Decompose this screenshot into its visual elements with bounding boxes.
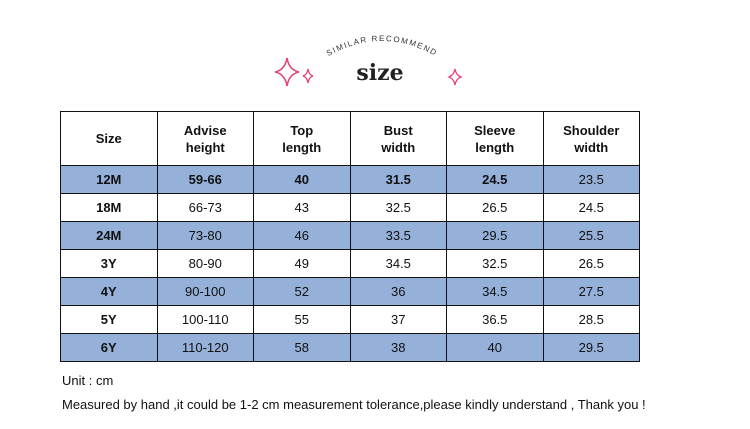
measure-cell: 24.5 <box>542 193 640 222</box>
measure-cell: 66-73 <box>156 193 254 222</box>
table-row: 12M 59-66 40 31.5 24.5 23.5 <box>60 165 640 194</box>
table-row: 3Y 80-90 49 34.5 32.5 26.5 <box>60 249 640 278</box>
column-header: Shoulder width <box>542 111 640 166</box>
measure-cell: 34.5 <box>349 249 447 278</box>
column-header-text: Bust width <box>381 122 416 155</box>
size-cell: 24M <box>60 221 158 250</box>
measure-cell: 26.5 <box>542 249 640 278</box>
table-head: Size Advise height Top length Bust width Sle… <box>60 111 640 166</box>
measure-cell: 37 <box>349 305 447 334</box>
measure-cell: 73-80 <box>156 221 254 250</box>
measure-cell: 28.5 <box>542 305 640 334</box>
measure-cell: 34.5 <box>446 277 544 306</box>
measure-cell: 36.5 <box>446 305 544 334</box>
measure-cell: 59-66 <box>156 165 254 194</box>
header-title: size <box>356 60 403 86</box>
size-cell: 4Y <box>60 277 158 306</box>
table-row: 24M 73-80 46 33.5 29.5 25.5 <box>60 221 640 250</box>
column-header-text: Top length <box>282 122 322 155</box>
measure-cell: 40 <box>253 165 351 194</box>
measure-cell: 36 <box>349 277 447 306</box>
measure-cell: 52 <box>253 277 351 306</box>
column-header: Advise height <box>156 111 254 166</box>
column-header: Size <box>60 111 158 166</box>
measure-cell: 29.5 <box>446 221 544 250</box>
header-subtitle-text: SIMILAR RECOMMEND <box>325 34 438 58</box>
measure-cell: 23.5 <box>542 165 640 194</box>
unit-note: Unit : cm <box>62 373 114 388</box>
measure-cell: 110-120 <box>156 333 254 362</box>
measure-cell: 25.5 <box>542 221 640 250</box>
measure-cell: 40 <box>446 333 544 362</box>
table-row: 6Y 110-120 58 38 40 29.5 <box>60 333 640 362</box>
measure-cell: 46 <box>253 221 351 250</box>
measure-cell: 24.5 <box>446 165 544 194</box>
table-row: 4Y 90-100 52 36 34.5 27.5 <box>60 277 640 306</box>
header-row: Size Advise height Top length Bust width Sle… <box>60 111 640 166</box>
measure-cell: 58 <box>253 333 351 362</box>
column-header: Top length <box>253 111 351 166</box>
sparkle <box>447 68 463 86</box>
sparkle <box>274 57 300 87</box>
measure-cell: 80-90 <box>156 249 254 278</box>
size-cell: 6Y <box>60 333 158 362</box>
size-table: Size Advise height Top length Bust width Sle… <box>60 111 640 362</box>
measure-cell: 27.5 <box>542 277 640 306</box>
column-header: Sleeve length <box>446 111 544 166</box>
measure-cell: 100-110 <box>156 305 254 334</box>
size-cell: 12M <box>60 165 158 194</box>
size-cell: 3Y <box>60 249 158 278</box>
measure-cell: 90-100 <box>156 277 254 306</box>
size-cell: 18M <box>60 193 158 222</box>
measure-cell: 29.5 <box>542 333 640 362</box>
table-row: 18M 66-73 43 32.5 26.5 24.5 <box>60 193 640 222</box>
column-header-text: Sleeve length <box>474 122 516 155</box>
header: SIMILAR RECOMMEND size <box>274 34 463 87</box>
measure-cell: 55 <box>253 305 351 334</box>
measure-cell: 43 <box>253 193 351 222</box>
table-row: 5Y 100-110 55 37 36.5 28.5 <box>60 305 640 334</box>
column-header-text: Size <box>95 131 122 146</box>
size-cell: 5Y <box>60 305 158 334</box>
measure-cell: 38 <box>349 333 447 362</box>
measure-cell: 49 <box>253 249 351 278</box>
column-header: Bust width <box>349 111 447 166</box>
column-header-text: Advise height <box>183 122 227 155</box>
measure-cell: 31.5 <box>349 165 447 194</box>
header-subtitle: SIMILAR RECOMMEND <box>325 34 439 58</box>
disclaimer-note: Measured by hand ,it could be 1-2 cm mea… <box>62 397 646 412</box>
table-body: 12M 59-66 40 31.5 24.5 23.5 18M 66-73 43 32.5 26.5… <box>60 165 640 362</box>
measure-cell: 32.5 <box>349 193 447 222</box>
measure-cell: 32.5 <box>446 249 544 278</box>
measure-cell: 26.5 <box>446 193 544 222</box>
column-header-text: Shoulder width <box>563 122 620 155</box>
measure-cell: 33.5 <box>349 221 447 250</box>
sparkle <box>302 68 314 84</box>
